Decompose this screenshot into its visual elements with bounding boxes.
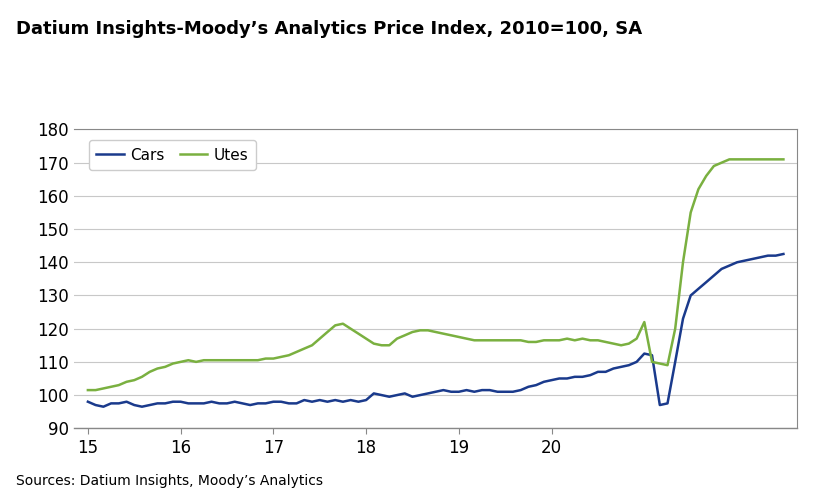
Utes: [670, 326, 680, 332]
Cars: [176, 399, 186, 405]
Utes: [245, 357, 255, 363]
Cars: [771, 252, 781, 258]
Utes: [771, 156, 781, 162]
Cars: [269, 399, 279, 405]
Utes: [261, 356, 270, 362]
Text: Datium Insights-Moody’s Analytics Price Index, 2010=100, SA: Datium Insights-Moody’s Analytics Price …: [16, 20, 643, 38]
Cars: [99, 404, 109, 410]
Utes: [763, 156, 773, 162]
Utes: [168, 361, 178, 367]
Cars: [83, 399, 93, 405]
Utes: [724, 156, 734, 162]
Utes: [83, 387, 93, 393]
Line: Utes: Utes: [88, 159, 783, 390]
Cars: [253, 400, 263, 406]
Cars: [678, 316, 688, 322]
Legend: Cars, Utes: Cars, Utes: [89, 140, 256, 170]
Cars: [778, 251, 788, 257]
Line: Cars: Cars: [88, 254, 783, 407]
Utes: [778, 156, 788, 162]
Cars: [763, 252, 773, 258]
Text: Sources: Datium Insights, Moody’s Analytics: Sources: Datium Insights, Moody’s Analyt…: [16, 474, 323, 488]
